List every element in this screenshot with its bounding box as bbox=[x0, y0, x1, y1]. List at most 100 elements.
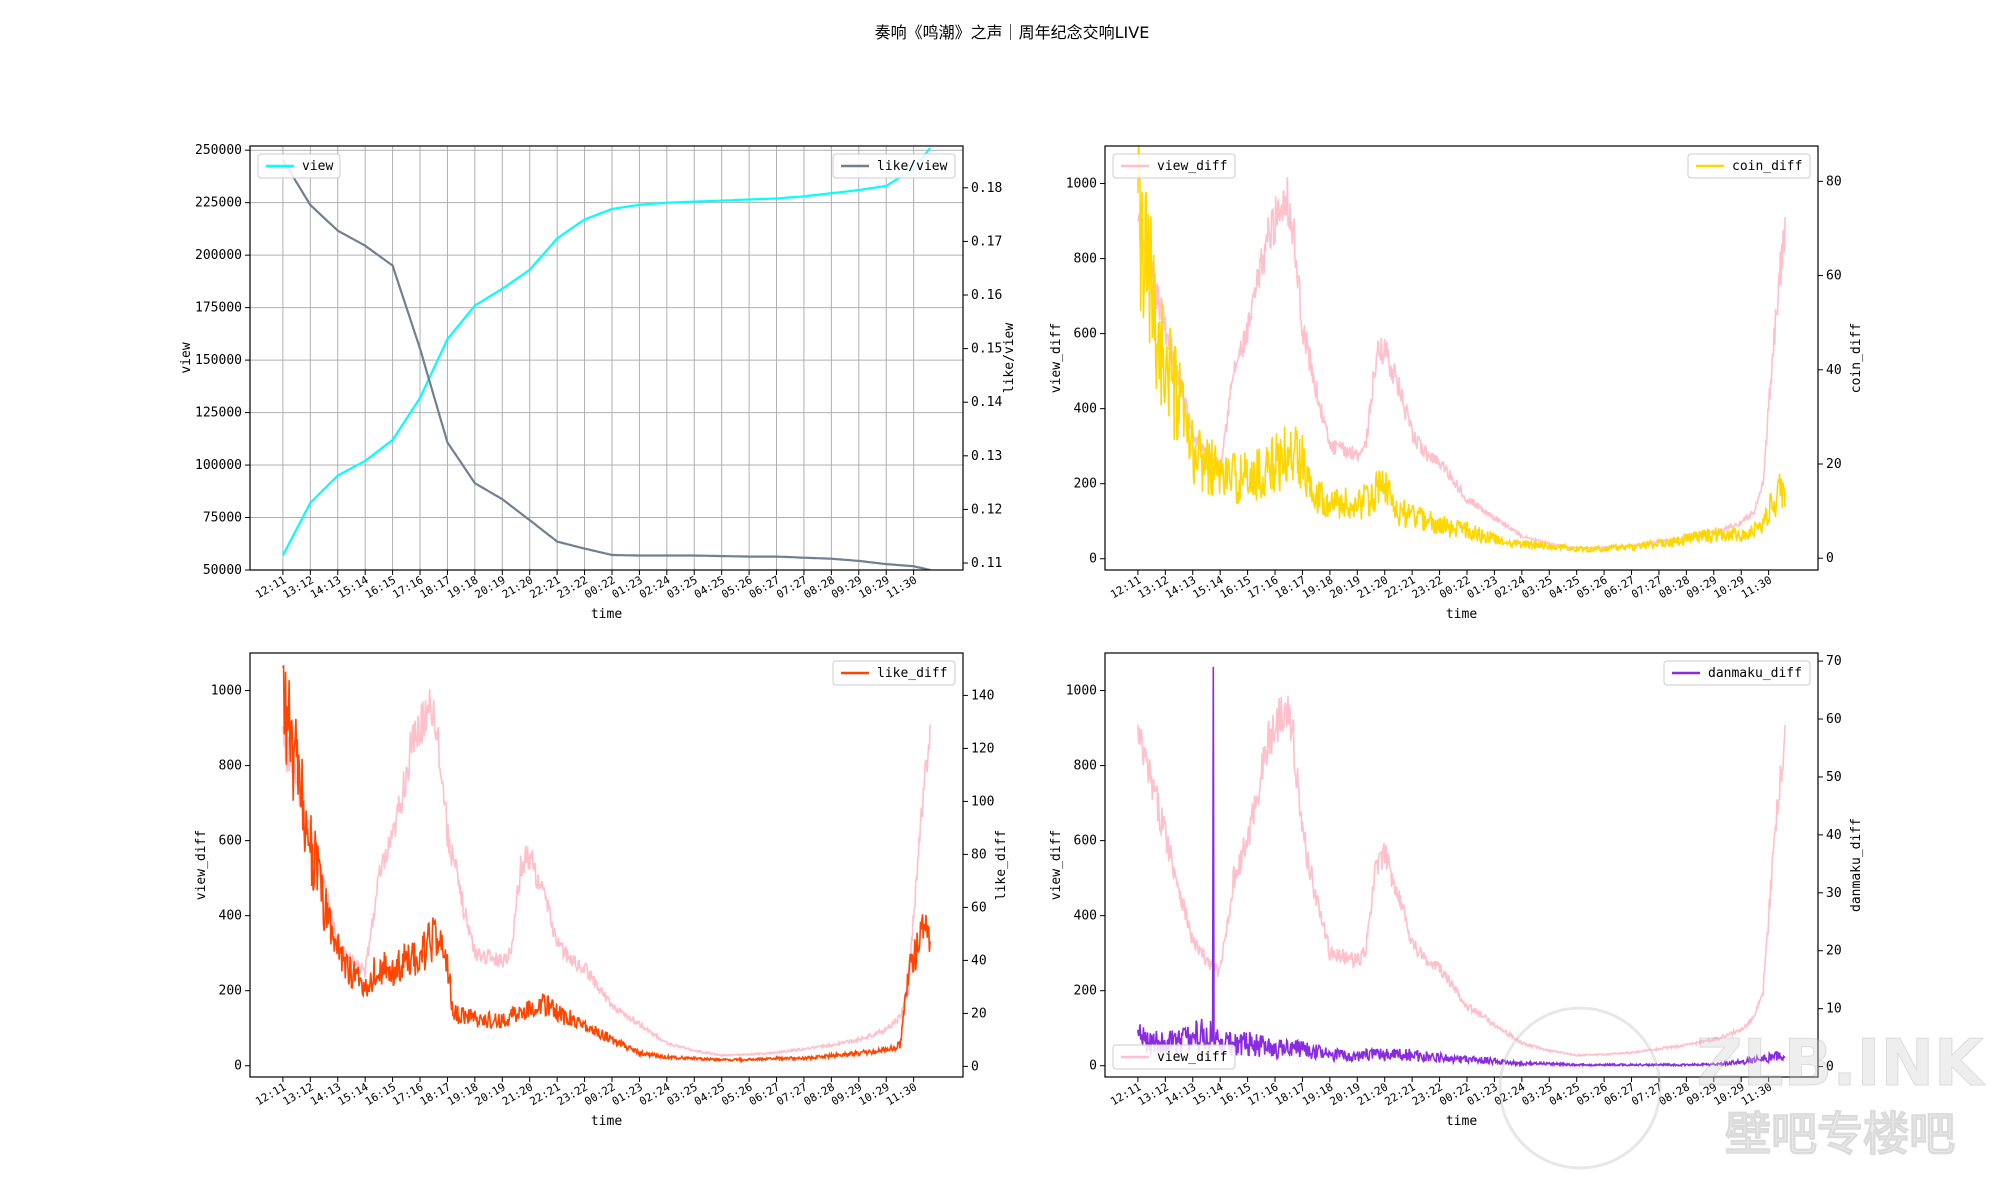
y2-tick-label: 40 bbox=[1826, 828, 1842, 843]
y2-tick-label: 40 bbox=[1826, 363, 1842, 378]
x-tick-label: 22:21 bbox=[527, 573, 562, 601]
legend-label: view_diff bbox=[1157, 159, 1227, 174]
x-tick-label: 02:24 bbox=[1492, 1080, 1528, 1108]
subplot-view-like: 50000 75000 100000 125000 150000 175000 200000… bbox=[179, 143, 1017, 622]
x-tick-label: 02:24 bbox=[637, 1080, 673, 1108]
x-tick-label: 04:25 bbox=[692, 573, 727, 601]
y-tick-label: 150000 bbox=[195, 353, 242, 368]
y-tick-label: 400 bbox=[1074, 402, 1097, 417]
x-tick-label: 05:26 bbox=[1574, 573, 1609, 601]
x-tick-label: 00:22 bbox=[1437, 573, 1472, 601]
charts-container: 5000075000100000125000150000175000200000… bbox=[179, 143, 1864, 1129]
x-tick-label: 04:25 bbox=[692, 1080, 727, 1108]
x-tick-label: 10:29 bbox=[857, 573, 892, 601]
series-line-view bbox=[281, 147, 931, 556]
x-tick-label: 23:22 bbox=[555, 573, 590, 601]
y2-tick-label: 140 bbox=[971, 688, 994, 703]
x-tick-label: 18:17 bbox=[418, 1080, 453, 1108]
legend-box bbox=[1663, 660, 1811, 686]
y-tick-label: 200 bbox=[219, 984, 242, 999]
y2-tick-label: 20 bbox=[1826, 944, 1842, 959]
plot-frame bbox=[249, 652, 964, 1078]
x-tick-label: 11:30 bbox=[1739, 573, 1774, 601]
y2-tick-label: 10 bbox=[1826, 1002, 1842, 1017]
y2-tick-label: 0.17 bbox=[971, 234, 1002, 249]
y-tick-label: 1000 bbox=[1066, 177, 1097, 192]
y-tick-label: 250000 bbox=[195, 143, 242, 158]
x-tick-label: 18:17 bbox=[418, 573, 453, 601]
legend-view-diff: view_diff bbox=[1112, 153, 1236, 179]
x-tick-label: 17:16 bbox=[1245, 1080, 1280, 1108]
x-tick-label: 19:18 bbox=[1300, 1080, 1335, 1108]
x-tick-label: 20:19 bbox=[1328, 573, 1363, 601]
x-axis-label: time bbox=[1446, 1114, 1477, 1129]
y2-tick-label: 20 bbox=[1826, 457, 1842, 472]
x-tick-label: 10:29 bbox=[1712, 573, 1747, 601]
x-tick-label: 14:13 bbox=[1163, 1080, 1198, 1108]
x-tick-label: 11:30 bbox=[884, 573, 919, 601]
x-tick-label: 06:27 bbox=[1602, 573, 1637, 601]
series-line-view-diff bbox=[1137, 177, 1786, 551]
x-tick-label: 17:16 bbox=[390, 1080, 425, 1108]
x-tick-label: 05:26 bbox=[1574, 1080, 1609, 1108]
y2-axis-label: like/view bbox=[1002, 323, 1017, 394]
y-tick-label: 125000 bbox=[195, 406, 242, 421]
y-tick-label: 800 bbox=[1074, 759, 1097, 774]
y2-tick-label: 0.15 bbox=[971, 342, 1002, 357]
y-tick-label: 200 bbox=[1074, 477, 1097, 492]
x-tick-label: 03:25 bbox=[665, 573, 700, 601]
legend-coin-diff: coin_diff bbox=[1687, 153, 1811, 179]
x-tick-label: 06:27 bbox=[747, 573, 782, 601]
y2-tick-label: 60 bbox=[1826, 712, 1842, 727]
x-tick-label: 16:15 bbox=[363, 1080, 398, 1108]
legend-box bbox=[257, 153, 341, 179]
y2-tick-label: 0.14 bbox=[971, 395, 1002, 410]
legend-label: view bbox=[302, 159, 333, 174]
legend-label: like/view bbox=[877, 159, 948, 174]
x-tick-label: 20:19 bbox=[473, 573, 508, 601]
y-tick-label: 75000 bbox=[203, 511, 242, 526]
y2-tick-label: 0.13 bbox=[971, 449, 1002, 464]
series-line-coin-diff bbox=[1137, 146, 1786, 555]
x-tick-label: 08:28 bbox=[802, 1080, 837, 1108]
x-tick-label: 05:26 bbox=[719, 573, 754, 601]
x-tick-label: 15:14 bbox=[1190, 1080, 1226, 1108]
x-tick-label: 17:16 bbox=[1245, 573, 1280, 601]
y-tick-label: 200000 bbox=[195, 248, 242, 263]
x-tick-label: 03:25 bbox=[1520, 1080, 1555, 1108]
legend-box bbox=[832, 153, 956, 179]
y-tick-label: 225000 bbox=[195, 196, 242, 211]
x-tick-label: 21:20 bbox=[500, 1080, 535, 1108]
x-tick-label: 10:29 bbox=[857, 1080, 892, 1108]
figure-title: 奏响《鸣潮》之声｜周年纪念交响LIVE bbox=[875, 23, 1150, 42]
legend-label: view_diff bbox=[1157, 1050, 1227, 1065]
legend-danmaku-diff: danmaku_diff bbox=[1663, 660, 1811, 686]
x-tick-label: 01:23 bbox=[1465, 1080, 1500, 1108]
x-tick-label: 07:27 bbox=[1629, 573, 1664, 601]
y-tick-label: 400 bbox=[1074, 909, 1097, 924]
x-tick-label: 00:22 bbox=[582, 1080, 617, 1108]
x-tick-label: 06:27 bbox=[747, 1080, 782, 1108]
y-tick-label: 400 bbox=[219, 909, 242, 924]
series-line-like-view bbox=[281, 159, 931, 570]
y2-tick-label: 40 bbox=[971, 953, 987, 968]
x-tick-label: 15:14 bbox=[335, 1080, 371, 1108]
y-tick-label: 600 bbox=[1074, 327, 1097, 342]
x-tick-label: 05:26 bbox=[719, 1080, 754, 1108]
legend-box bbox=[832, 660, 956, 686]
watermark-line2: 壁吧专楼吧 bbox=[1725, 1107, 1955, 1161]
subplot-view-like-diff: 0 200 400 600 800 1000 0 20 40 60 80 100 120 140 12:11… bbox=[194, 652, 1009, 1129]
plot-frame bbox=[1104, 652, 1819, 1078]
y-tick-label: 0 bbox=[234, 1059, 242, 1074]
x-tick-label: 13:12 bbox=[1136, 1080, 1171, 1108]
y-tick-label: 600 bbox=[219, 834, 242, 849]
legend-label: like_diff bbox=[877, 666, 947, 681]
x-tick-label: 03:25 bbox=[665, 1080, 700, 1108]
y2-tick-label: 70 bbox=[1826, 654, 1842, 669]
legend-label: danmaku_diff bbox=[1708, 666, 1802, 681]
x-tick-label: 00:22 bbox=[1437, 1080, 1472, 1108]
x-tick-label: 04:25 bbox=[1547, 573, 1582, 601]
y2-tick-label: 60 bbox=[1826, 269, 1842, 284]
x-tick-label: 14:13 bbox=[308, 573, 343, 601]
